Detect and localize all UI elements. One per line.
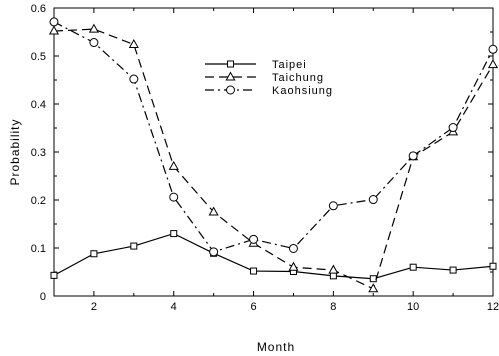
x-tick-label: 10 bbox=[407, 301, 419, 313]
plot-frame bbox=[53, 7, 494, 297]
y-tick-label: 0.3 bbox=[31, 147, 46, 159]
data-point-taichung bbox=[128, 38, 139, 48]
x-tick-label: 4 bbox=[171, 301, 177, 313]
x-axis-title: Month bbox=[257, 340, 295, 354]
data-point-taichung bbox=[328, 264, 339, 274]
data-point-taichung bbox=[368, 283, 379, 293]
data-point-taichung bbox=[48, 25, 60, 35]
data-point-kaohsiung bbox=[288, 243, 298, 253]
data-point-taichung bbox=[88, 23, 99, 33]
data-point-taipei bbox=[170, 230, 178, 238]
y-tick-label: 0 bbox=[40, 291, 46, 303]
data-point-taichung bbox=[168, 160, 179, 170]
y-tick-label: 0.5 bbox=[31, 51, 46, 63]
legend-marker-taichung bbox=[225, 71, 236, 81]
data-point-kaohsiung bbox=[129, 74, 139, 84]
data-point-taipei bbox=[329, 272, 337, 280]
data-point-kaohsiung bbox=[209, 247, 219, 257]
data-point-kaohsiung bbox=[488, 44, 498, 54]
legend-marker-taipei bbox=[227, 60, 234, 68]
x-tick-label: 6 bbox=[250, 301, 256, 313]
data-point-kaohsiung bbox=[49, 17, 59, 27]
data-point-taichung bbox=[208, 206, 219, 216]
data-point-taipei bbox=[90, 250, 98, 258]
data-point-kaohsiung bbox=[89, 38, 99, 48]
data-point-taipei bbox=[489, 262, 497, 270]
x-tick-label: 2 bbox=[91, 301, 97, 313]
y-tick-label: 0.6 bbox=[31, 3, 46, 15]
data-point-taipei bbox=[50, 271, 58, 279]
data-point-taipei bbox=[449, 266, 457, 274]
data-point-kaohsiung bbox=[249, 234, 259, 244]
series-line-taichung bbox=[53, 28, 494, 290]
data-point-taipei bbox=[250, 267, 258, 275]
x-tick-label: 8 bbox=[330, 301, 336, 313]
legend-marker-kaohsiung bbox=[226, 85, 235, 95]
data-point-taichung bbox=[288, 261, 299, 271]
x-tick-label: 12 bbox=[487, 301, 499, 313]
data-point-kaohsiung bbox=[169, 192, 179, 202]
data-point-taipei bbox=[409, 263, 417, 271]
y-tick-label: 0.1 bbox=[31, 243, 46, 255]
data-point-kaohsiung bbox=[448, 123, 458, 133]
data-point-kaohsiung bbox=[328, 201, 338, 211]
data-point-taichung bbox=[487, 59, 499, 69]
data-point-taipei bbox=[130, 242, 138, 250]
series-line-taipei bbox=[53, 232, 494, 280]
legend-label-kaohsiung: Kaohsiung bbox=[272, 85, 333, 97]
data-point-kaohsiung bbox=[368, 195, 378, 205]
data-point-taipei bbox=[369, 275, 377, 283]
data-point-kaohsiung bbox=[408, 151, 418, 161]
y-tick-label: 0.2 bbox=[31, 195, 46, 207]
legend-label-taichung: Taichung bbox=[272, 72, 324, 84]
legend-label-taipei: Taipei bbox=[272, 59, 307, 71]
y-axis-title: Probability bbox=[8, 118, 22, 185]
y-tick-label: 0.4 bbox=[31, 99, 46, 111]
series-line-kaohsiung bbox=[53, 21, 494, 253]
